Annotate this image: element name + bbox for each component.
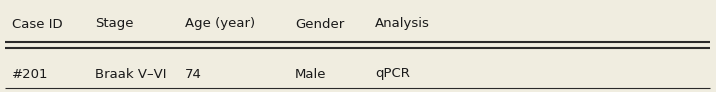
- Text: Case ID: Case ID: [12, 17, 62, 31]
- Text: Male: Male: [295, 68, 326, 80]
- Text: Age (year): Age (year): [185, 17, 255, 31]
- Text: 74: 74: [185, 68, 202, 80]
- Text: Braak V–VI: Braak V–VI: [95, 68, 167, 80]
- Text: #201: #201: [12, 68, 49, 80]
- Text: Analysis: Analysis: [375, 17, 430, 31]
- Text: Gender: Gender: [295, 17, 344, 31]
- Text: qPCR: qPCR: [375, 68, 410, 80]
- Text: Stage: Stage: [95, 17, 133, 31]
